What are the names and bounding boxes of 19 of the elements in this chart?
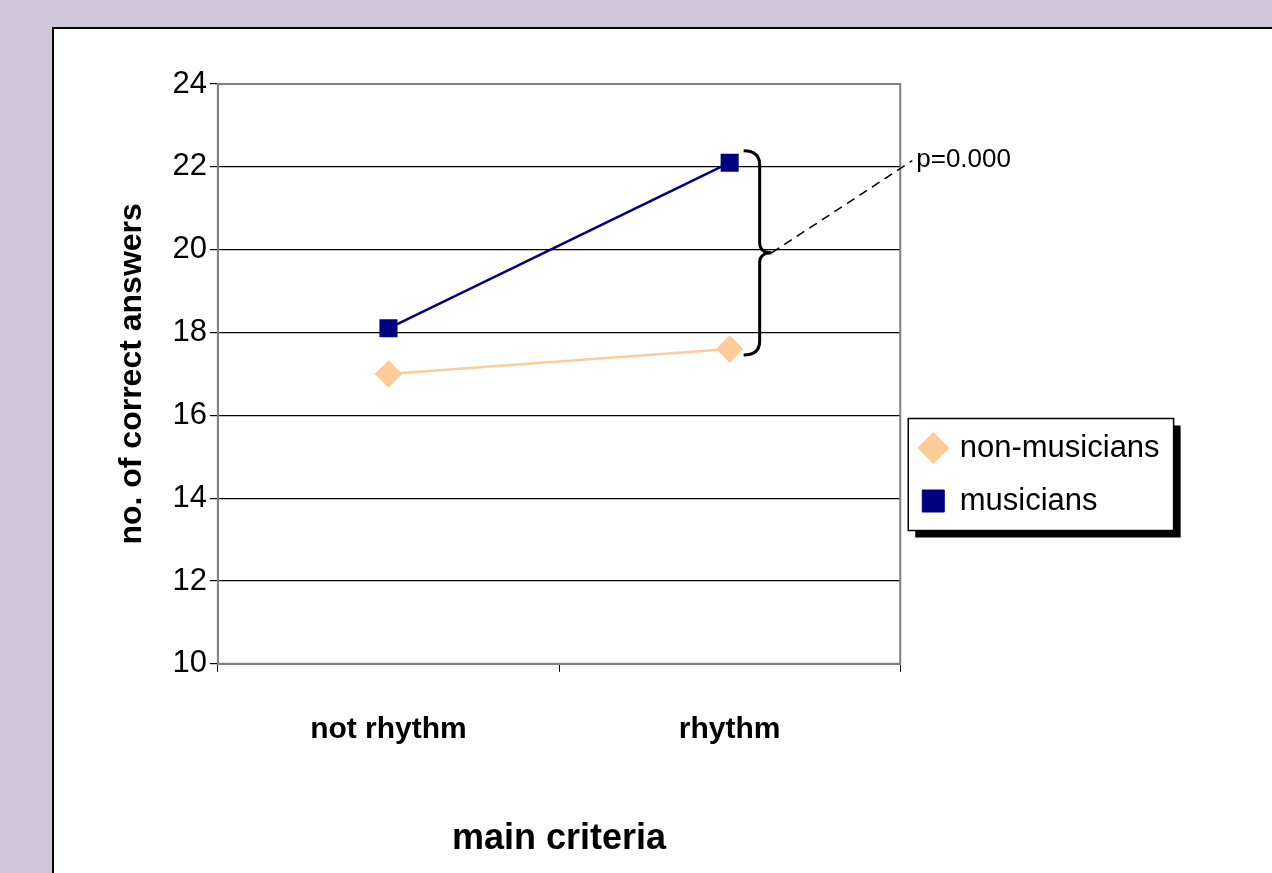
legend-label: musicians: [959, 481, 1098, 517]
y-axis-title: no. of correct answers: [112, 203, 149, 545]
y-tick-label: 20: [172, 230, 207, 266]
x-axis-title: main criteria: [452, 816, 668, 858]
y-tick-label: 10: [172, 644, 207, 680]
point: [720, 153, 739, 172]
y-tick-label: 16: [172, 395, 207, 431]
legend-label: non-musicians: [959, 428, 1160, 464]
point: [379, 319, 398, 338]
y-tick-label: 24: [172, 64, 207, 100]
x-tick-label: rhythm: [678, 711, 781, 745]
point: [375, 360, 402, 388]
text: p=0.000: [916, 142, 1011, 174]
x-tick-label: not rhythm: [310, 711, 467, 745]
y-tick-label: 18: [172, 313, 207, 349]
y-tick-label: 12: [172, 561, 207, 597]
point: [716, 335, 743, 363]
y-tick-label: 14: [172, 478, 207, 514]
y-tick-label: 22: [172, 147, 207, 183]
